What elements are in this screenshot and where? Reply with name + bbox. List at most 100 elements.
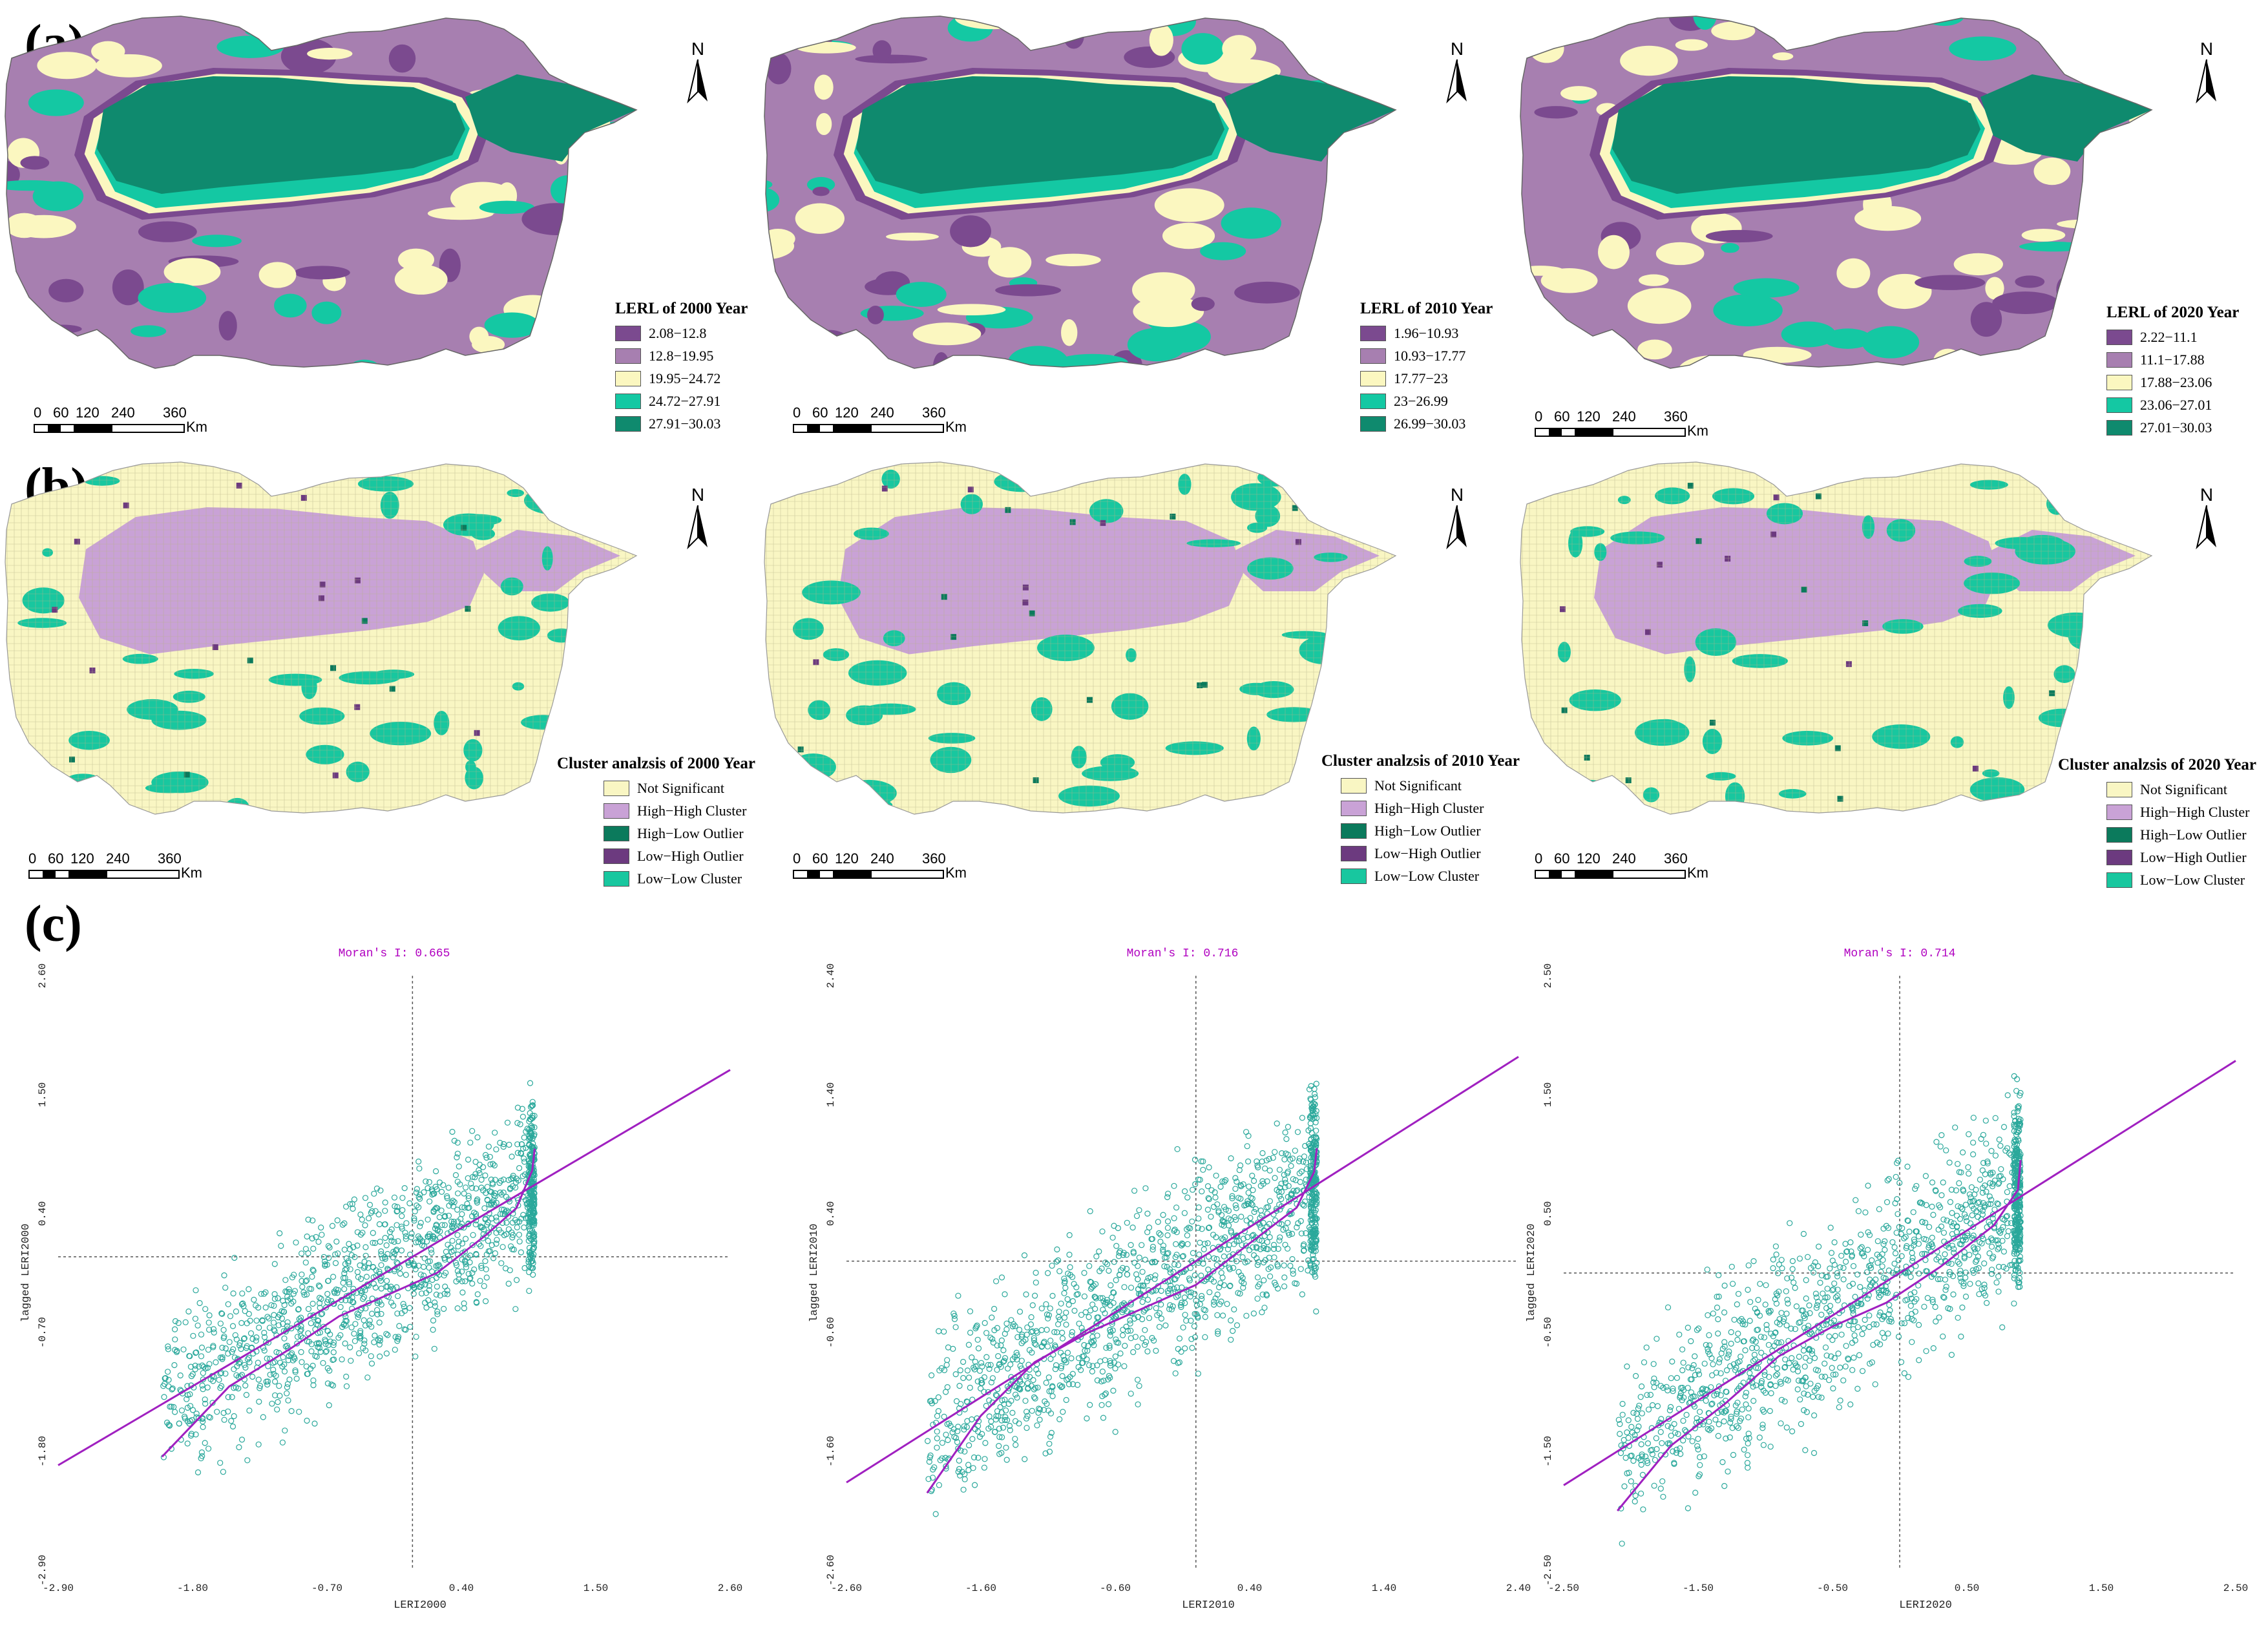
scatter-point bbox=[1109, 1327, 1116, 1334]
scatter-point bbox=[1676, 1331, 1683, 1338]
scatter-point bbox=[1164, 1250, 1170, 1257]
scatter-point bbox=[304, 1233, 310, 1240]
scatter-point bbox=[527, 1080, 534, 1086]
scatter-point bbox=[474, 1197, 480, 1204]
scatter-point bbox=[1856, 1352, 1863, 1358]
scatter-point bbox=[1663, 1384, 1670, 1390]
scatter-point bbox=[1189, 1345, 1195, 1351]
scatter-point bbox=[1312, 1219, 1319, 1226]
scatter-point bbox=[1219, 1178, 1226, 1184]
scatter-point bbox=[1696, 1325, 1702, 1332]
scatter-point bbox=[1261, 1305, 1268, 1311]
cluster-class-region bbox=[841, 779, 897, 806]
legend-label: 17.88−23.06 bbox=[2140, 374, 2212, 390]
scatter-point bbox=[1866, 1276, 1873, 1283]
scatter-point bbox=[1813, 1294, 1820, 1301]
scatter-point bbox=[382, 1256, 388, 1262]
legend-swatch bbox=[604, 780, 629, 796]
scatter-point bbox=[419, 1276, 426, 1283]
scatter-point bbox=[1697, 1454, 1703, 1460]
scatter-point bbox=[469, 1242, 476, 1248]
scatter-point bbox=[953, 1398, 960, 1405]
y-tick-label: 2.60 bbox=[37, 963, 48, 988]
scatter-point bbox=[1796, 1353, 1802, 1360]
scatter-point bbox=[514, 1141, 521, 1148]
scatter-point bbox=[1009, 1409, 1016, 1416]
scatter-point bbox=[298, 1323, 304, 1330]
scatter-point bbox=[305, 1305, 312, 1312]
scatter-point bbox=[1696, 1371, 1703, 1378]
scatter-point bbox=[1199, 1226, 1205, 1232]
scatter-point bbox=[1005, 1365, 1011, 1372]
scatter-point bbox=[1179, 1241, 1186, 1248]
scale-tick: 60 bbox=[1554, 408, 1570, 425]
scatter-point bbox=[1754, 1345, 1760, 1351]
scatter-point bbox=[505, 1280, 512, 1287]
scatter-point bbox=[1715, 1330, 1721, 1337]
scatter-point bbox=[1121, 1284, 1128, 1290]
scatter-point bbox=[1035, 1409, 1042, 1416]
lerl-class-region bbox=[1577, 345, 1633, 368]
scatter-point bbox=[362, 1263, 368, 1270]
scatter-point bbox=[1311, 1115, 1318, 1121]
scatter-point bbox=[1664, 1304, 1672, 1310]
scatter-point bbox=[1745, 1430, 1752, 1437]
scatter-point bbox=[1086, 1263, 1093, 1269]
scatter-point bbox=[1029, 1349, 1035, 1356]
scatter-point bbox=[259, 1317, 266, 1323]
scatter-point bbox=[313, 1234, 319, 1240]
scatter-point bbox=[1254, 1158, 1260, 1164]
scatter-point bbox=[967, 1329, 974, 1336]
scatter-point bbox=[926, 1458, 932, 1465]
scatter-point bbox=[403, 1220, 410, 1226]
scatter-point bbox=[1313, 1080, 1319, 1087]
scatter-point bbox=[529, 1099, 536, 1105]
scatter-point bbox=[488, 1176, 494, 1183]
scatter-point bbox=[1778, 1420, 1784, 1427]
scatter-point bbox=[1924, 1294, 1931, 1301]
scatter-point bbox=[1237, 1290, 1243, 1297]
scatter-point bbox=[1999, 1324, 2006, 1331]
scatter-point bbox=[1195, 1204, 1202, 1211]
lerl-class-region bbox=[1234, 281, 1300, 304]
scatter-point bbox=[1000, 1424, 1007, 1431]
scatter-point bbox=[1993, 1279, 2000, 1286]
scatter-point bbox=[954, 1438, 961, 1446]
scatter-point bbox=[433, 1291, 440, 1298]
scatter-point bbox=[981, 1374, 988, 1381]
scatter-point bbox=[1728, 1329, 1734, 1336]
scatter-point bbox=[272, 1378, 278, 1385]
scatter-point bbox=[1232, 1214, 1238, 1221]
scatter-point bbox=[1189, 1186, 1196, 1193]
scatter-point bbox=[382, 1199, 388, 1206]
scatter-point bbox=[1237, 1182, 1244, 1188]
scatter-point bbox=[1249, 1202, 1255, 1208]
scatter-point bbox=[216, 1376, 222, 1383]
scatter-point bbox=[392, 1203, 398, 1210]
scatter-point bbox=[1312, 1141, 1319, 1147]
scatter-point bbox=[394, 1204, 401, 1210]
lerl-class-region bbox=[764, 232, 795, 260]
y-tick-label: -2.90 bbox=[37, 1555, 48, 1586]
lerl-class-region bbox=[2068, 41, 2105, 71]
scatter-point bbox=[271, 1327, 278, 1334]
outlier-cell bbox=[1972, 765, 1979, 772]
legend-label: Low−High Outlier bbox=[1374, 845, 1481, 861]
legend-swatch bbox=[2106, 826, 2132, 843]
scatter-point bbox=[1008, 1398, 1014, 1404]
region-boundary bbox=[764, 461, 1397, 815]
scatter-point bbox=[1851, 1332, 1858, 1339]
scatter-point bbox=[1144, 1210, 1151, 1217]
scatter-point bbox=[454, 1139, 461, 1146]
cluster-class-region bbox=[84, 476, 120, 486]
y-tick-label: 1.40 bbox=[825, 1082, 837, 1107]
scatter-point bbox=[1128, 1300, 1134, 1306]
scatter-point bbox=[1063, 1309, 1069, 1316]
scatter-point bbox=[165, 1369, 171, 1375]
scatter-point bbox=[512, 1217, 519, 1223]
scatter-point bbox=[261, 1290, 268, 1297]
scatter-point bbox=[1202, 1334, 1208, 1340]
scatter-point bbox=[1902, 1297, 1909, 1303]
scatter-point bbox=[372, 1208, 379, 1214]
scatter-point bbox=[281, 1309, 288, 1315]
